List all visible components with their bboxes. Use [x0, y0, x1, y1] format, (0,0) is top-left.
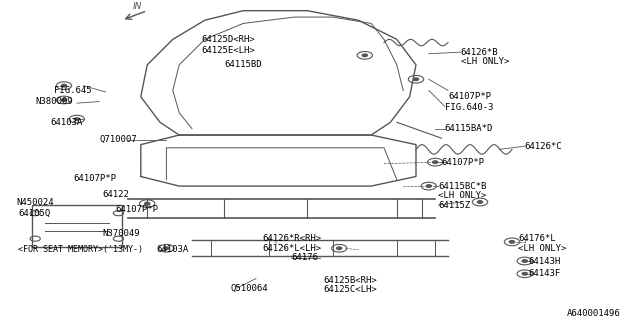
FancyBboxPatch shape: [32, 205, 122, 247]
Circle shape: [433, 161, 438, 164]
Circle shape: [74, 118, 79, 120]
Text: 64105Q: 64105Q: [18, 209, 50, 218]
Text: Q710007: Q710007: [99, 135, 137, 144]
Text: 64126*R<RH>: 64126*R<RH>: [262, 234, 321, 243]
Text: 64115BD: 64115BD: [224, 60, 262, 69]
Text: 64143H: 64143H: [528, 257, 560, 266]
Text: 64125C<LH>: 64125C<LH>: [323, 285, 377, 294]
Text: 64125B<RH>: 64125B<RH>: [323, 276, 377, 284]
Text: <LH ONLY>: <LH ONLY>: [461, 57, 509, 66]
Circle shape: [61, 84, 67, 87]
Text: <LH ONLY>: <LH ONLY>: [518, 244, 567, 253]
Text: 64125E<LH>: 64125E<LH>: [202, 46, 255, 55]
Text: 64122: 64122: [102, 189, 129, 198]
Circle shape: [164, 247, 169, 250]
Circle shape: [337, 247, 342, 250]
Circle shape: [509, 241, 515, 243]
Text: Q510064: Q510064: [230, 284, 268, 292]
Text: 64103A: 64103A: [157, 245, 189, 254]
Circle shape: [61, 99, 67, 101]
Text: N370049: N370049: [102, 229, 140, 238]
Text: 64115BA*D: 64115BA*D: [445, 124, 493, 133]
Text: <LH ONLY>: <LH ONLY>: [438, 191, 487, 200]
Circle shape: [522, 260, 527, 262]
Text: 64143F: 64143F: [528, 269, 560, 278]
Text: 64125D<RH>: 64125D<RH>: [202, 35, 255, 44]
Text: A640001496: A640001496: [567, 309, 621, 318]
Text: N380009: N380009: [35, 97, 73, 106]
Text: N450024: N450024: [16, 197, 54, 206]
Text: <FOR SEAT MEMORY>('13MY-): <FOR SEAT MEMORY>('13MY-): [18, 245, 143, 254]
Circle shape: [362, 54, 367, 57]
Text: 64107P*P: 64107P*P: [442, 158, 484, 167]
Text: 64126*C: 64126*C: [525, 142, 563, 151]
Text: 64107P*P: 64107P*P: [74, 173, 116, 183]
Circle shape: [145, 202, 150, 205]
Text: 64115BC*B: 64115BC*B: [438, 181, 487, 191]
Text: 64176: 64176: [291, 253, 318, 262]
Text: 64115Z: 64115Z: [438, 201, 470, 210]
Text: 64107P*P: 64107P*P: [448, 92, 491, 101]
Circle shape: [477, 201, 483, 203]
Text: FIG.645: FIG.645: [54, 86, 92, 95]
Text: IN: IN: [133, 2, 142, 11]
Text: 64103A: 64103A: [50, 118, 82, 127]
Circle shape: [522, 273, 527, 275]
Text: 64126*L<LH>: 64126*L<LH>: [262, 244, 321, 253]
Text: 64126*B: 64126*B: [461, 48, 499, 57]
Circle shape: [426, 185, 431, 187]
Circle shape: [413, 78, 419, 81]
Text: 64107P*P: 64107P*P: [115, 205, 158, 214]
Text: 64176*L: 64176*L: [518, 234, 556, 243]
Text: FIG.640-3: FIG.640-3: [445, 103, 493, 112]
